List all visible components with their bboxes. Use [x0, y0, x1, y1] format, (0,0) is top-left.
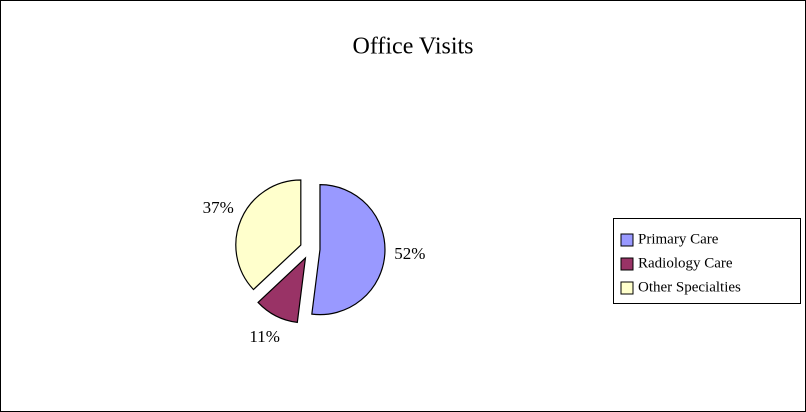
pie-slice [311, 184, 386, 316]
data-label: 52% [394, 244, 425, 263]
legend-swatch [620, 281, 634, 295]
legend-swatch [620, 257, 634, 271]
pie-slice [235, 179, 302, 291]
legend-swatch [620, 233, 634, 247]
pie-slice [257, 256, 307, 324]
data-label: 37% [203, 198, 234, 217]
legend-label: Other Specialties [638, 279, 741, 295]
legend-label: Primary Care [638, 231, 719, 247]
legend-label: Radiology Care [638, 255, 733, 271]
legend-box [613, 218, 801, 304]
chart-title: Office Visits [353, 34, 474, 60]
data-label: 11% [249, 327, 280, 346]
